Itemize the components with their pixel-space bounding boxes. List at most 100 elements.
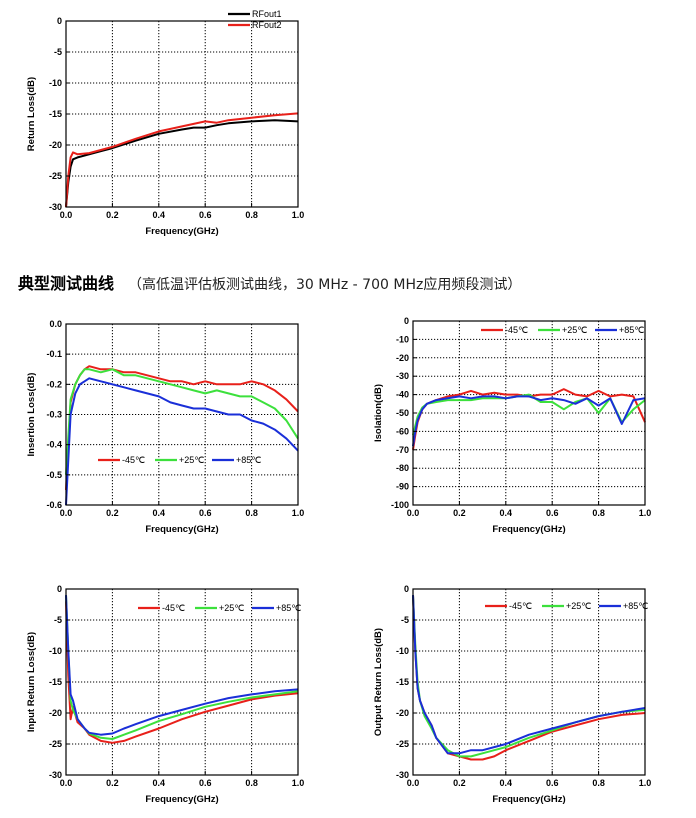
y-tick-label: -15	[49, 109, 62, 119]
legend-label: +25℃	[179, 455, 204, 465]
legend-label: -45℃	[505, 325, 528, 335]
legend-label: -45℃	[509, 601, 532, 611]
y-tick-label: -10	[396, 646, 409, 656]
y-tick-label: -25	[49, 171, 62, 181]
x-axis-title: Frequency(GHz)	[145, 524, 218, 535]
x-tick-label: 0.0	[60, 210, 73, 220]
x-tick-label: 0.4	[153, 508, 166, 518]
y-tick-label: -25	[49, 739, 62, 749]
x-tick-label: 1.0	[292, 778, 305, 788]
x-tick-label: 0.8	[592, 508, 605, 518]
y-tick-label: -80	[396, 463, 409, 473]
series-line-3	[65, 377, 299, 506]
section-heading: 典型测试曲线	[18, 274, 115, 293]
plot-frame	[412, 588, 646, 776]
plot-frame	[65, 20, 299, 208]
y-axis-title: Input Return Loss(dB)	[26, 632, 37, 732]
y-tick-label: -15	[396, 677, 409, 687]
y-tick-label: -30	[396, 371, 409, 381]
legend-label: +25℃	[219, 603, 244, 613]
x-tick-label: 1.0	[292, 508, 305, 518]
series-line-1	[65, 601, 299, 744]
y-tick-label: -5	[54, 615, 62, 625]
x-tick-label: 0.0	[60, 508, 73, 518]
y-tick-label: 0	[57, 584, 62, 594]
y-tick-label: -0.3	[46, 410, 62, 420]
x-tick-label: 0.4	[153, 778, 166, 788]
y-tick-label: -70	[396, 445, 409, 455]
series-line-1	[65, 365, 299, 490]
y-tick-label: -10	[49, 78, 62, 88]
series-line-2	[65, 112, 299, 208]
series-line-3	[412, 595, 646, 755]
y-tick-label: -25	[396, 739, 409, 749]
y-tick-label: -20	[396, 353, 409, 363]
x-tick-label: 0.6	[199, 210, 212, 220]
x-tick-label: 0.6	[546, 778, 559, 788]
y-axis-title: Isolation(dB)	[373, 384, 384, 442]
x-tick-label: 0.2	[453, 778, 466, 788]
x-tick-label: 1.0	[639, 778, 652, 788]
y-tick-label: -100	[391, 500, 409, 510]
chart-input-return-loss: 0.0 0.2 0.4 0.6 0.8 1.0 0 -5 -10 -15 -20 -25 -30 Freq…	[0, 578, 340, 813]
x-tick-label: 0.2	[453, 508, 466, 518]
chart-isolation: 0.0 0.2 0.4 0.6 0.8 1.0 0 -10 -20 -30 -40 -50 -60 -70…	[355, 310, 695, 550]
y-tick-label: -30	[49, 770, 62, 780]
y-axis-title: Return Loss(dB)	[26, 77, 37, 151]
y-tick-label: -0.6	[46, 500, 62, 510]
x-tick-label: 1.0	[292, 210, 305, 220]
series-line-3	[412, 395, 646, 447]
x-tick-label: 0.6	[199, 778, 212, 788]
y-tick-label: -30	[396, 770, 409, 780]
y-tick-label: -0.5	[46, 470, 62, 480]
x-axis-title: Frequency(GHz)	[492, 794, 565, 805]
series-line-2	[412, 595, 646, 758]
section-note: （高低温评估板测试曲线，30 MHz - 700 MHz应用频段测试）	[128, 277, 522, 293]
chart-output-return-loss: 0.0 0.2 0.4 0.6 0.8 1.0 0 -5 -10 -15 -20 -25 -30 Freq…	[355, 578, 695, 813]
chart-insertion-loss: 0.0 0.2 0.4 0.6 0.8 1.0 0.0 -0.1 -0.2 -0.3 -0.4 -0.…	[0, 310, 340, 550]
x-tick-label: 0.2	[106, 210, 119, 220]
y-tick-label: 0.0	[49, 319, 62, 329]
x-tick-label: 0.4	[153, 210, 166, 220]
legend-label: -45℃	[122, 455, 145, 465]
y-tick-label: 0	[404, 316, 409, 326]
x-tick-label: 0.4	[500, 778, 513, 788]
x-axis-title: Frequency(GHz)	[145, 226, 218, 237]
y-tick-label: -20	[49, 140, 62, 150]
x-tick-label: 0.6	[546, 508, 559, 518]
series-line-2	[65, 368, 299, 475]
plot-frame	[65, 588, 299, 776]
y-axis-title: Insertion Loss(dB)	[26, 373, 37, 457]
legend-label: +85℃	[623, 601, 648, 611]
y-tick-label: -20	[49, 708, 62, 718]
x-axis-title: Frequency(GHz)	[492, 524, 565, 535]
y-tick-label: -60	[396, 426, 409, 436]
y-axis-title: Output Return Loss(dB)	[373, 628, 384, 736]
chart-rfout-return-loss: 0.0 0.2 0.4 0.6 0.8 1.0 0 -5 -10 -15 -20 -25 -30 Freq…	[0, 0, 340, 250]
series-line-2	[65, 595, 299, 740]
y-tick-label: -0.2	[46, 379, 62, 389]
y-tick-label: -90	[396, 482, 409, 492]
x-tick-label: 0.8	[245, 778, 258, 788]
x-tick-label: 0.2	[106, 778, 119, 788]
y-tick-label: 0	[57, 16, 62, 26]
x-tick-label: 0.8	[245, 508, 258, 518]
y-tick-label: 0	[404, 584, 409, 594]
y-tick-label: -50	[396, 408, 409, 418]
x-tick-label: 0.0	[407, 508, 420, 518]
y-tick-label: -0.4	[46, 440, 62, 450]
section-title: 典型测试曲线 （高低温评估板测试曲线，30 MHz - 700 MHz应用频段测试…	[18, 270, 688, 294]
legend-label: +85℃	[619, 325, 644, 335]
x-tick-label: 1.0	[639, 508, 652, 518]
legend-label: +85℃	[236, 455, 261, 465]
x-tick-label: 0.4	[500, 508, 513, 518]
legend-label: RFout1	[252, 9, 282, 19]
legend-label: +25℃	[562, 325, 587, 335]
x-tick-label: 0.0	[60, 778, 73, 788]
plot-frame	[65, 323, 299, 506]
series-line-3	[65, 595, 299, 736]
legend-label: +25℃	[566, 601, 591, 611]
x-axis-title: Frequency(GHz)	[145, 794, 218, 805]
y-tick-label: -10	[396, 334, 409, 344]
legend-label: -45℃	[162, 603, 185, 613]
